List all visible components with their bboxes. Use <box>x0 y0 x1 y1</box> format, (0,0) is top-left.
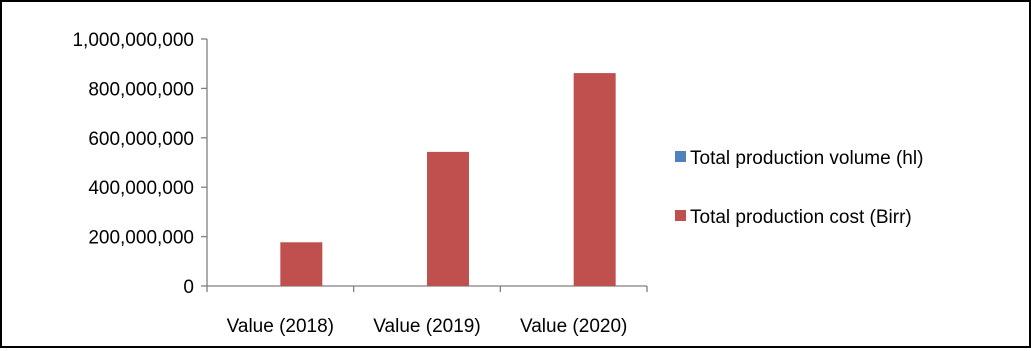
y-tick-label: 400,000,000 <box>88 178 194 199</box>
y-tick-label: 600,000,000 <box>88 129 194 150</box>
legend-label: Total production volume (hl) <box>690 148 923 169</box>
y-tick-label: 200,000,000 <box>88 228 194 249</box>
bar-series-2 <box>427 151 469 286</box>
bars <box>280 73 616 286</box>
bar-chart: 0 200,000,000 400,000,000 600,000,000 800,00… <box>72 30 923 337</box>
y-tick-label: 1,000,000,000 <box>72 30 194 51</box>
bar-series-2 <box>573 73 616 286</box>
y-tick-label: 0 <box>183 277 194 298</box>
legend: Total production volume (hl) Total produc… <box>675 148 923 228</box>
x-category-label: Value (2018) <box>227 316 334 337</box>
y-axis: 0 200,000,000 400,000,000 600,000,000 800,00… <box>72 30 208 298</box>
x-category-label: Value (2020) <box>520 316 627 337</box>
legend-label: Total production cost (Birr) <box>690 207 912 228</box>
y-tick-label: 800,000,000 <box>88 79 194 100</box>
legend-swatch <box>675 151 686 162</box>
bar-series-2 <box>280 242 323 286</box>
legend-swatch <box>675 210 686 221</box>
x-axis: Value (2018) Value (2019) Value (2020) <box>206 285 648 337</box>
x-category-label: Value (2019) <box>373 316 480 337</box>
